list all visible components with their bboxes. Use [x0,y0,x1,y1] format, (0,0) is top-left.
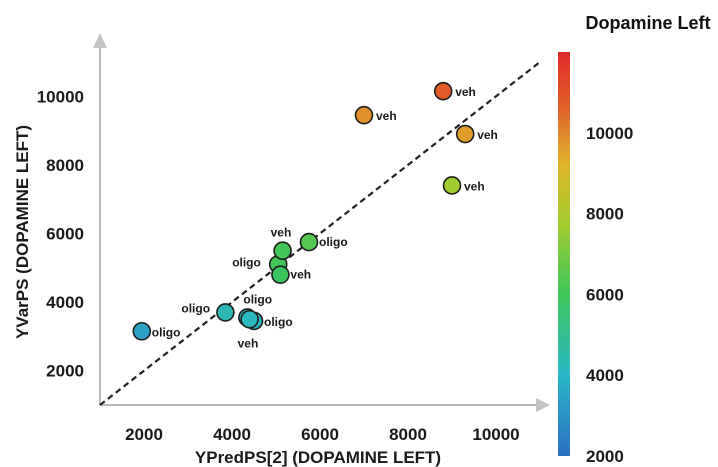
y-tick-label: 10000 [37,87,84,106]
point-label: veh [271,226,292,240]
point-label: oligo [152,325,181,339]
data-point [271,265,290,284]
point-label: veh [290,268,311,282]
data-points: oligooligooligooligoveholigovehveholigov… [132,81,498,350]
data-point [354,105,374,125]
point-label: veh [376,109,397,123]
colorbar-gradient [558,52,570,456]
axes [93,33,550,412]
x-tick-label: 10000 [472,425,519,444]
data-point [442,176,462,195]
x-axis-arrow [536,398,550,412]
y-axis-arrow [93,33,107,48]
colorbar-tick-label: 2000 [586,447,624,466]
colorbar-tick-label: 10000 [586,124,633,143]
colorbar-tick-label: 8000 [586,205,624,224]
tick-labels: 2000 4000 6000 8000 10000 2000 4000 6000 8000 100… [37,87,520,444]
data-point [433,81,453,101]
data-point [240,309,259,329]
data-point [299,232,319,252]
data-point [216,303,235,322]
y-tick-label: 6000 [46,225,84,244]
point-label: veh [238,336,259,350]
y-tick-label: 8000 [46,156,84,175]
point-label: veh [477,128,498,142]
point-label: oligo [319,235,348,249]
point-label: oligo [181,301,210,315]
point-label: veh [455,85,476,99]
x-tick-label: 4000 [213,425,251,444]
x-tick-label: 2000 [125,425,163,444]
data-point [132,321,152,341]
x-tick-label: 8000 [389,425,427,444]
point-label: oligo [232,255,261,269]
data-point [273,241,292,260]
point-label: oligo [264,315,293,329]
point-label: oligo [243,293,272,307]
colorbar-tick-labels: 2000 4000 6000 8000 10000 [586,124,633,466]
x-axis-title: YPredPS[2] (DOPAMINE LEFT) [195,448,441,467]
colorbar-tick-label: 4000 [586,366,624,385]
reference-line [99,61,541,406]
y-tick-label: 4000 [46,293,84,312]
y-tick-label: 2000 [46,362,84,381]
colorbar-title: Dopamine Left [585,13,710,33]
data-point [455,124,475,144]
y-axis-title: YVarPS (DOPAMINE LEFT) [13,125,32,339]
x-tick-label: 6000 [301,425,339,444]
colorbar: Dopamine Left 2000 4000 6000 8000 10000 [558,13,711,466]
point-label: veh [464,179,485,193]
colorbar-tick-label: 6000 [586,285,624,304]
